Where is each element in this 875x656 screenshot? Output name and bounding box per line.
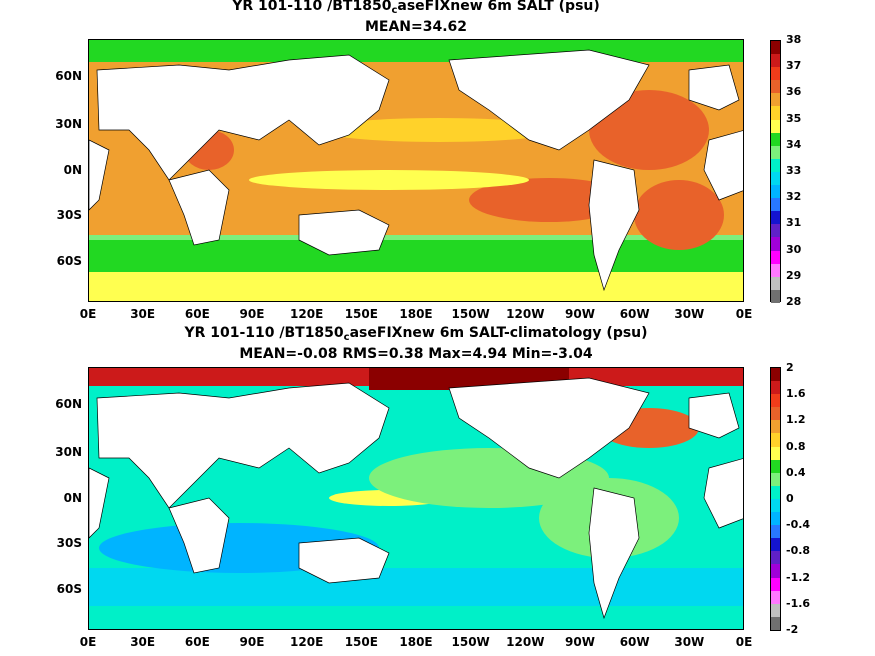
map1-lon-label: 90W — [565, 307, 595, 321]
map2-lon-label: 0E — [79, 635, 97, 649]
map2-lat-label: 30N — [55, 445, 82, 459]
map1-lon-label: 120W — [506, 307, 545, 321]
map1-lon-label: 90E — [239, 307, 265, 321]
map2-plot — [88, 367, 744, 630]
map1-colorbar-label: 28 — [786, 295, 802, 308]
map1-lon-label: 0E — [79, 307, 97, 321]
map1-colorbar-label: 36 — [786, 85, 802, 99]
map2-lon-label: 180E — [399, 635, 433, 649]
map2-lat-label: 60N — [55, 397, 82, 411]
map1-title: YR 101-110 /BT1850caseFIXnew 6m SALT (ps… — [232, 0, 600, 16]
map2-lon-label: 90W — [565, 635, 595, 649]
map1-lon-label: 60E — [184, 307, 210, 321]
map2-lon-label: 0E — [735, 635, 753, 649]
map2-colorbar-label: 2 — [786, 361, 794, 374]
map1-colorbar-label: 29 — [786, 268, 802, 282]
map2-lon-label: 150E — [344, 635, 378, 649]
map2-lat-label: 60S — [56, 582, 82, 596]
map1-plot — [88, 39, 744, 302]
map2-lon-label: 30W — [674, 635, 705, 649]
map1-lon-label: 120E — [290, 307, 324, 321]
map2-lat-label: 30S — [56, 536, 82, 550]
map1-lon-label: 30E — [130, 307, 156, 321]
map2-colorbar-label: -2 — [786, 623, 799, 636]
map1-lon-label: 150E — [344, 307, 378, 321]
map2-colorbar-label: 1.2 — [786, 413, 806, 427]
map2-lon-label: 60W — [619, 635, 650, 649]
map2-lon-label: 120E — [290, 635, 324, 649]
map1-lat-label: 30S — [56, 208, 82, 222]
map2-colorbar-label: -1.2 — [786, 570, 811, 584]
map1-lon-label: 60W — [619, 307, 650, 321]
map2-lon-label: 90E — [239, 635, 265, 649]
map1-colorbar-label: 30 — [786, 242, 802, 256]
map2-colorbar-label: 0 — [786, 492, 794, 505]
map1-colorbar-label: 35 — [786, 111, 802, 125]
map1-colorbar-label: 32 — [786, 190, 802, 204]
map1-subtitle: MEAN=34.62 — [364, 19, 468, 35]
map1-lon-label: 150W — [451, 307, 490, 321]
map1-lat-label: 0N — [63, 163, 82, 177]
map2-colorbar-label: 1.6 — [786, 387, 806, 401]
map1-lat-label: 60N — [55, 69, 82, 83]
map1-colorbar-label: 38 — [786, 33, 802, 46]
map1-colorbar — [770, 40, 781, 303]
map2-colorbar-label: -0.4 — [786, 518, 811, 532]
map1-lat-label: 30N — [55, 117, 82, 131]
map2-colorbar-label: 0.8 — [786, 439, 806, 453]
map2-subtitle: MEAN=-0.08 RMS=0.38 Max=4.94 Min=-3.04 — [239, 346, 593, 362]
map1-lon-label: 0E — [735, 307, 753, 321]
map2-lat-label: 0N — [63, 491, 82, 505]
map1-colorbar-label: 33 — [786, 164, 802, 177]
map1-colorbar-label: 34 — [786, 137, 802, 151]
map2-colorbar-label: -0.8 — [786, 544, 811, 558]
map2-colorbar-label: -1.6 — [786, 596, 811, 610]
map1-colorbar-label: 37 — [786, 59, 802, 73]
map1-lon-label: 180E — [399, 307, 433, 321]
map1-lat-label: 60S — [56, 254, 82, 268]
map1-colorbar-label: 31 — [786, 216, 802, 230]
map2-lon-label: 150W — [451, 635, 490, 649]
map1-lon-label: 30W — [674, 307, 705, 321]
map2-colorbar-label: 0.4 — [786, 465, 806, 479]
map2-lon-label: 60E — [184, 635, 210, 649]
map2-lon-label: 30E — [130, 635, 156, 649]
map2-lon-label: 120W — [506, 635, 545, 649]
map2-colorbar — [770, 367, 781, 631]
map2-title: YR 101-110 /BT1850caseFIXnew 6m SALT-cli… — [184, 325, 648, 343]
map2-field — [89, 368, 743, 629]
map1-field — [89, 40, 743, 301]
